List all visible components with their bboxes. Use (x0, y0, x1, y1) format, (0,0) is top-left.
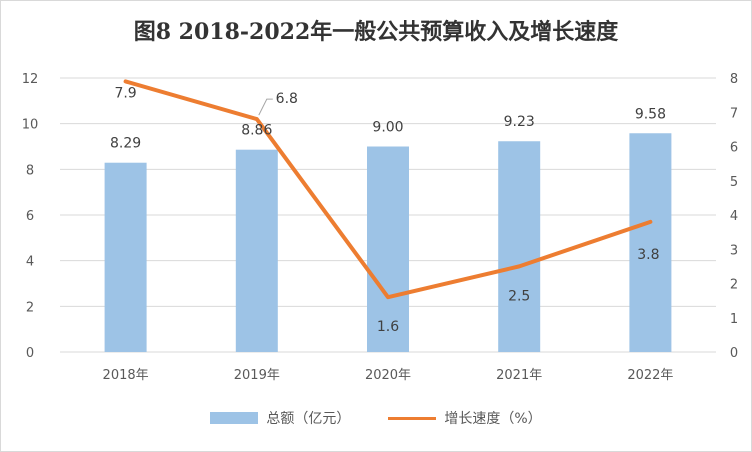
bar (498, 141, 541, 352)
chart-title: 图8 2018-2022年一般公共预算收入及增长速度 (133, 19, 619, 45)
legend-label-growth: 增长速度（%） (444, 411, 542, 427)
y-right-tick-label: 8 (730, 72, 738, 87)
legend-swatch-line (388, 416, 437, 420)
y-right-tick-label: 7 (730, 106, 738, 121)
line-data-label: 3.8 (637, 247, 659, 263)
y-left-tick-label: 2 (26, 300, 34, 315)
line-data-label: 6.8 (276, 91, 298, 107)
bar-data-label: 9.23 (504, 114, 535, 130)
legend-swatch-bar (210, 412, 259, 424)
y-left-tick-label: 6 (26, 209, 34, 224)
y-left-tick-label: 10 (22, 118, 39, 133)
bar-data-label: 9.58 (635, 106, 666, 122)
data-label-leader (258, 98, 273, 116)
legend-item-total: 总额（亿元） (210, 408, 350, 428)
line-data-label: 7.9 (114, 85, 136, 101)
x-tick-label: 2022年 (627, 368, 673, 383)
y-right-tick-label: 4 (730, 209, 738, 224)
legend-label-total: 总额（亿元） (266, 411, 351, 427)
y-right-tick-label: 3 (730, 243, 738, 258)
bar-data-label: 8.29 (110, 136, 141, 152)
y-left-tick-label: 8 (26, 163, 34, 178)
x-tick-label: 2019年 (234, 368, 280, 383)
y-right-tick-label: 6 (730, 141, 738, 156)
bar (629, 133, 672, 352)
bar (235, 149, 278, 352)
legend: 总额（亿元） 增长速度（%） (0, 408, 752, 428)
line-data-label: 2.5 (508, 288, 530, 304)
bar-data-label: 9.00 (372, 120, 403, 136)
legend-item-growth: 增长速度（%） (388, 408, 542, 428)
y-left-tick-label: 0 (26, 346, 34, 361)
x-tick-label: 2021年 (496, 368, 542, 383)
y-left-tick-label: 4 (26, 255, 34, 270)
bar-data-label: 8.86 (241, 123, 272, 139)
bar (104, 162, 147, 352)
y-right-tick-label: 1 (730, 312, 738, 327)
y-right-tick-label: 5 (730, 175, 738, 190)
x-tick-label: 2018年 (103, 368, 149, 383)
x-tick-label: 2020年 (365, 368, 411, 383)
y-right-tick-label: 0 (730, 346, 738, 361)
growth-line (123, 79, 653, 300)
y-left-tick-label: 12 (22, 72, 39, 87)
y-right-tick-label: 2 (730, 278, 738, 293)
bar (367, 146, 409, 352)
line-data-label: 1.6 (377, 319, 399, 335)
